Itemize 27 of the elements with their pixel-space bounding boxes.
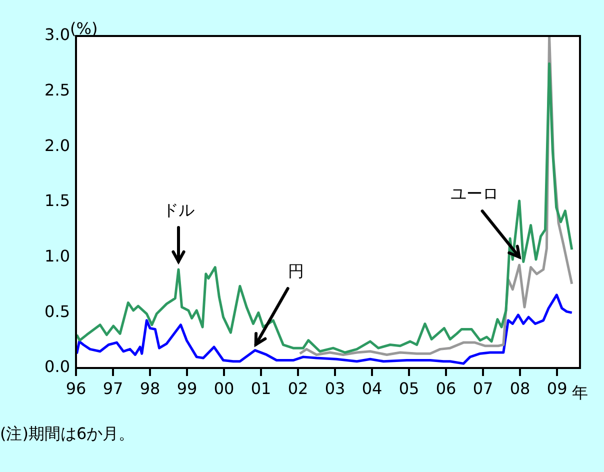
x-tick-label: 96 bbox=[66, 378, 86, 398]
y-axis-title: (%) bbox=[70, 19, 98, 38]
annotation: ユーロ bbox=[450, 184, 498, 204]
y-tick-label: 0.5 bbox=[44, 302, 70, 321]
x-tick-label: 09 bbox=[546, 378, 568, 398]
y-tick-label: 1.0 bbox=[44, 246, 70, 266]
text: (注)期間は6か月。 bbox=[0, 424, 135, 445]
x-tick-label: 01 bbox=[250, 378, 272, 398]
x-tick-label: 98 bbox=[140, 378, 160, 398]
x-tick-label: 05 bbox=[398, 378, 420, 398]
x-tick-label: 02 bbox=[288, 378, 308, 398]
x-tick-label: 99 bbox=[176, 378, 198, 398]
x-tick-label: 06 bbox=[436, 378, 456, 398]
annotation: ドル bbox=[162, 200, 194, 220]
annotation: 円 bbox=[288, 262, 304, 281]
x-tick-label: 08 bbox=[510, 378, 530, 398]
x-axis-title: 年 bbox=[572, 383, 588, 402]
y-tick-label: 2.5 bbox=[44, 80, 70, 100]
x-tick-label: 00 bbox=[214, 378, 234, 398]
y-tick-label: 2.0 bbox=[44, 136, 70, 155]
x-tick-label: 04 bbox=[362, 378, 382, 398]
y-tick-label: 1.5 bbox=[44, 191, 70, 210]
x-tick-label: 03 bbox=[324, 378, 346, 398]
x-tick-label: 07 bbox=[472, 378, 494, 398]
y-tick-label: 3.0 bbox=[44, 25, 70, 44]
x-tick-label: 97 bbox=[102, 378, 124, 398]
y-tick-label: 0.0 bbox=[44, 357, 70, 376]
